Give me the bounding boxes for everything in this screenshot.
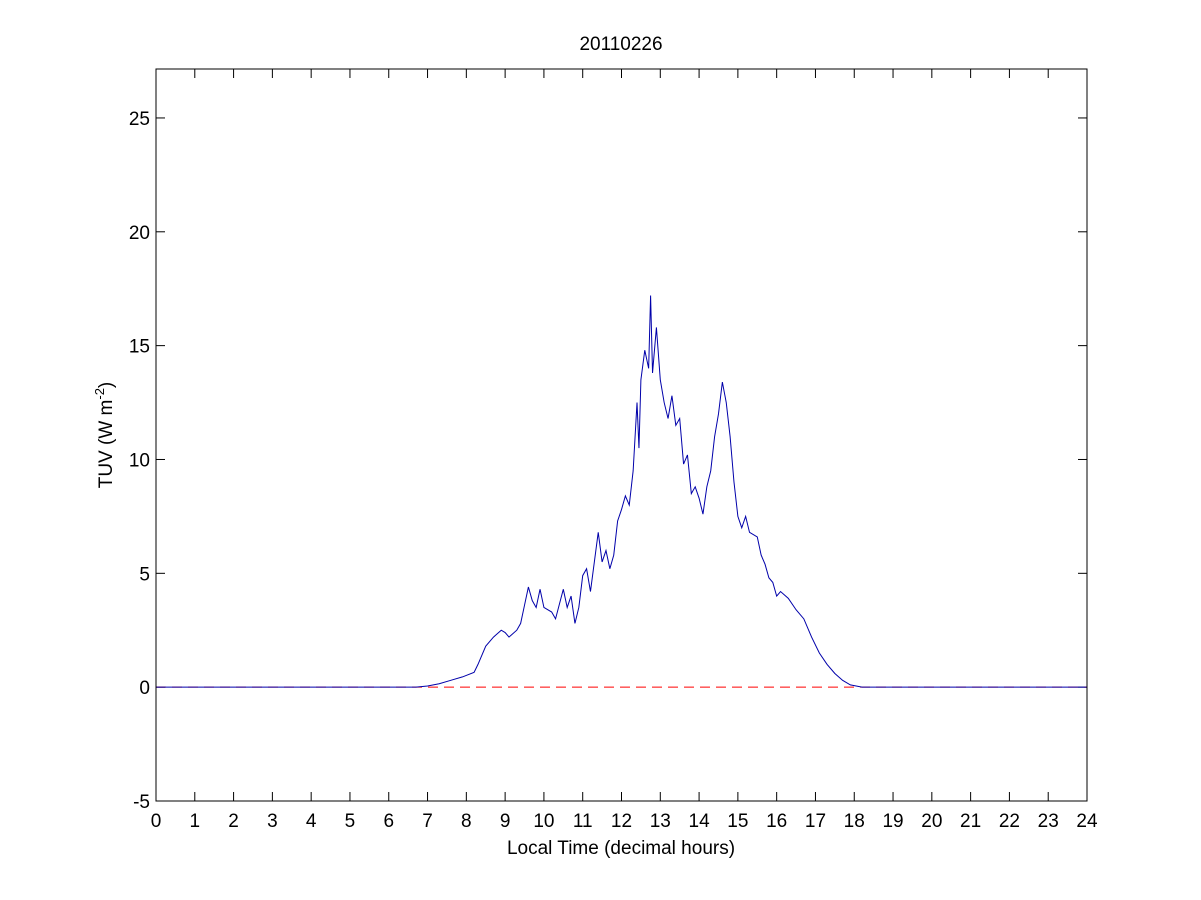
y-label-end: ) — [96, 382, 117, 388]
y-label-main: TUV (W m — [96, 400, 117, 489]
plot-frame — [155, 68, 1088, 802]
x-tick-label: 8 — [461, 811, 472, 832]
x-tick-label: 1 — [190, 811, 201, 832]
x-tick-label: 9 — [500, 811, 511, 832]
x-tick-label: 11 — [573, 811, 593, 832]
x-tick-label: 23 — [1038, 811, 1059, 832]
x-tick-label: 21 — [960, 811, 981, 832]
x-tick-label: 6 — [383, 811, 394, 832]
x-tick-label: 0 — [151, 811, 162, 832]
x-tick-label: 5 — [345, 811, 356, 832]
x-tick-label: 17 — [805, 811, 826, 832]
x-tick-label: 19 — [882, 811, 903, 832]
y-tick-label: -5 — [133, 792, 150, 813]
x-tick-label: 18 — [844, 811, 865, 832]
x-tick-label: 15 — [727, 811, 748, 832]
y-tick-label: 10 — [129, 450, 150, 471]
x-tick-label: 3 — [267, 811, 278, 832]
x-tick-label: 7 — [422, 811, 433, 832]
x-tick-label: 13 — [650, 811, 671, 832]
x-tick-label: 12 — [611, 811, 632, 832]
x-axis-label: Local Time (decimal hours) — [507, 838, 735, 859]
x-tick-label: 14 — [689, 811, 711, 832]
y-axis-label: TUV (W m-2) — [92, 382, 117, 489]
x-tick-label: 10 — [533, 811, 554, 832]
y-tick-label: 25 — [129, 109, 150, 130]
x-tick-label: 20 — [921, 811, 942, 832]
y-tick-label: 15 — [129, 337, 150, 358]
x-tick-label: 24 — [1076, 811, 1098, 832]
x-tick-label: 16 — [766, 811, 787, 832]
x-tick-label: 2 — [228, 811, 239, 832]
x-tick-label: 4 — [306, 811, 317, 832]
y-tick-label: 20 — [129, 223, 150, 244]
y-label-sup: -2 — [92, 388, 107, 400]
chart-title: 20110226 — [579, 34, 662, 55]
y-tick-label: 5 — [139, 564, 150, 585]
series-line — [156, 295, 1087, 688]
y-tick-label: 0 — [139, 678, 150, 699]
x-tick-label: 22 — [999, 811, 1020, 832]
